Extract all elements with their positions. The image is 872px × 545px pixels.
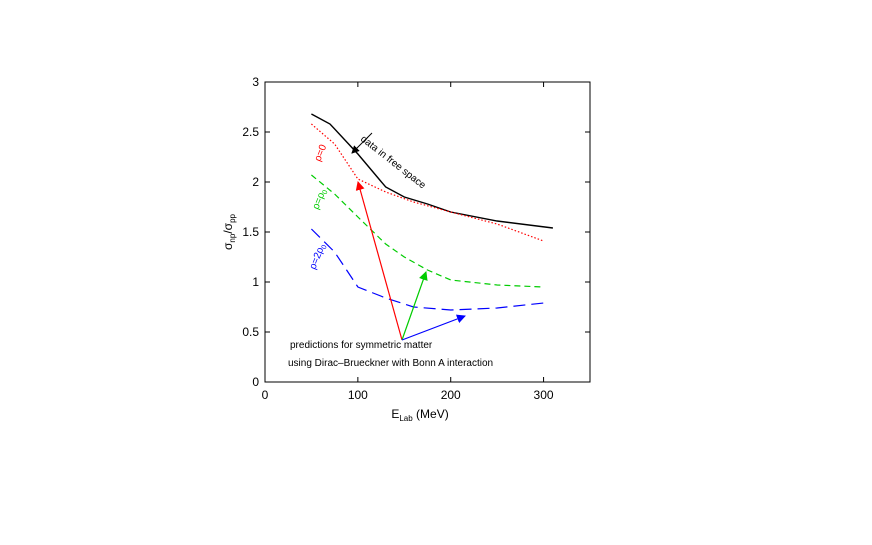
y-tick-label: 2 <box>252 175 259 189</box>
label-rho-0: ρ=0 <box>313 143 330 163</box>
arrow-red <box>355 181 403 341</box>
annotation-dirac-brueckner: using Dirac–Brueckner with Bonn A intera… <box>288 358 493 369</box>
x-tick-label: 100 <box>348 388 368 402</box>
arrow-blue <box>401 314 466 341</box>
label-rho-rho0: ρ=ρ0 <box>311 187 330 211</box>
y-axis-label: σnp/σpp <box>221 213 237 250</box>
x-axis-label: ELab (MeV) <box>391 407 448 423</box>
arrow-green <box>401 271 428 341</box>
series-layer <box>310 113 553 311</box>
y-tick-label: 0.5 <box>242 325 259 339</box>
y-tick-label: 3 <box>252 75 259 89</box>
y-tick-label: 1.5 <box>242 225 259 239</box>
annotation-predictions: predictions for symmetric matter <box>290 340 433 351</box>
label-free-space: data in free space <box>358 134 428 192</box>
x-tick-label: 200 <box>441 388 461 402</box>
series-line-1 <box>311 123 544 242</box>
label-rho-2rho0: ρ=2ρ0 <box>308 242 329 271</box>
y-tick-label: 2.5 <box>242 125 259 139</box>
arrow-free-space <box>351 132 373 154</box>
y-tick-label: 0 <box>252 375 259 389</box>
x-tick-label: 300 <box>534 388 554 402</box>
series-line-0 <box>311 113 553 229</box>
y-tick-label: 1 <box>252 275 259 289</box>
series-line-3 <box>310 228 544 311</box>
x-tick-label: 0 <box>262 388 269 402</box>
series-line-2 <box>311 174 544 288</box>
axis-ticks: 0 100 200 300 0 0.5 1 1.5 2 2.5 3 <box>242 75 590 402</box>
